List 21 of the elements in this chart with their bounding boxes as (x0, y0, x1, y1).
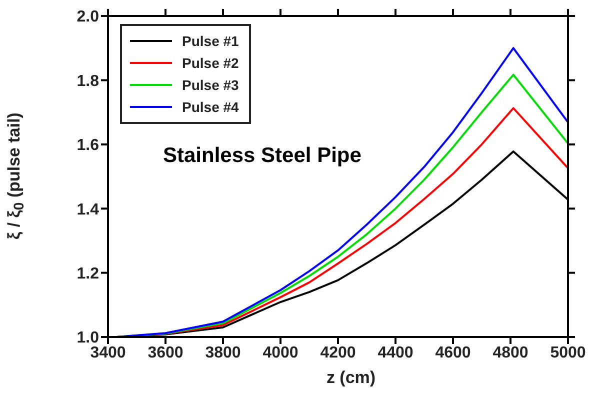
legend-label: Pulse #2 (181, 54, 239, 73)
x-tick-label: 3600 (148, 344, 184, 362)
x-tick-label: 3400 (90, 344, 126, 362)
x-axis-title: z (cm) (326, 368, 376, 387)
legend-label: Pulse #3 (181, 76, 239, 95)
x-tick-label: 4600 (435, 344, 471, 362)
x-tick-label: 4400 (378, 344, 414, 362)
annotation: Stainless Steel Pipe (163, 144, 362, 168)
x-tick-label: 4200 (320, 344, 356, 362)
x-tick-label: 5000 (550, 344, 586, 362)
y-tick-label: 1.4 (76, 201, 100, 218)
y-tick-label: 1.0 (76, 330, 100, 347)
y-tick-label: 1.6 (76, 137, 100, 154)
legend-label: Pulse #1 (181, 32, 239, 51)
legend-label: Pulse #4 (181, 98, 239, 117)
y-tick-label: 1.8 (76, 72, 100, 90)
x-tick-label: 3800 (205, 344, 241, 362)
x-tick-label: 4000 (262, 344, 298, 362)
y-tick-label: 2.0 (76, 8, 100, 26)
y-tick-label: 1.2 (76, 265, 100, 282)
x-tick-label: 4800 (492, 344, 528, 362)
